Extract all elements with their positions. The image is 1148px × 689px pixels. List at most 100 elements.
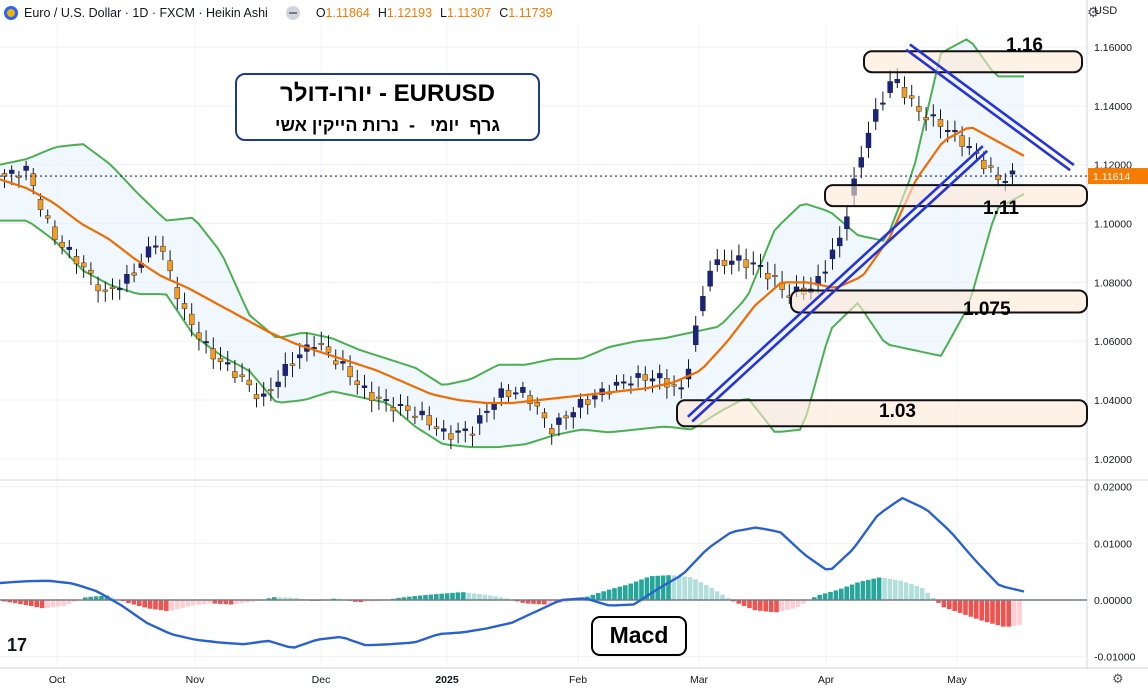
- candle: [901, 76, 908, 105]
- macd-histogram-bar: [250, 600, 255, 602]
- candle-body: [1002, 181, 1008, 183]
- candle: [880, 91, 886, 111]
- macd-histogram-bar: [293, 597, 299, 600]
- candle-body: [102, 289, 109, 292]
- candle: [671, 375, 677, 396]
- macd-histogram-bar: [520, 600, 525, 603]
- candle: [239, 363, 245, 383]
- candle: [275, 370, 281, 399]
- candle: [873, 98, 879, 131]
- candle: [772, 263, 778, 287]
- tradingview-logo[interactable]: 17: [7, 635, 28, 655]
- macd-histogram-bar: [110, 597, 115, 600]
- macd-histogram-bar: [687, 577, 693, 600]
- macd-histogram-bar: [752, 600, 758, 611]
- candle-body: [988, 165, 994, 168]
- collapse-legend-icon[interactable]: [285, 6, 300, 20]
- candle-body: [232, 371, 238, 378]
- candle: [484, 404, 490, 423]
- candle-body: [736, 255, 742, 261]
- candle: [318, 331, 324, 351]
- candle-body: [966, 146, 972, 149]
- macd-histogram-bar: [606, 589, 612, 600]
- candle: [181, 292, 188, 321]
- candle-body: [858, 157, 864, 168]
- candle: [52, 220, 58, 246]
- ohlc-high: H1.12193: [377, 6, 433, 20]
- macd-histogram-bar: [704, 585, 709, 600]
- candle-body: [952, 130, 958, 133]
- candle-body: [829, 249, 836, 260]
- candle-body: [66, 246, 73, 250]
- macd-histogram-bar: [450, 592, 455, 600]
- settings-gear-icon[interactable]: ⚙: [1087, 4, 1100, 20]
- macd-histogram-bar: [617, 586, 623, 600]
- macd-histogram-bar: [628, 583, 633, 600]
- bollinger-basis-line: [0, 126, 1025, 405]
- candle: [477, 408, 483, 435]
- macd-histogram-bar: [860, 581, 866, 600]
- candle: [930, 104, 936, 127]
- macd-label: Macd: [591, 616, 687, 656]
- macd-histogram-bar: [623, 585, 628, 600]
- macd-histogram-bar: [531, 600, 536, 604]
- macd-histogram-bar: [131, 600, 137, 605]
- macd-histogram-bar: [218, 600, 223, 604]
- candle: [59, 235, 65, 255]
- candle-body: [419, 410, 425, 416]
- macd-histogram-bar: [525, 600, 531, 604]
- candle-body: [707, 270, 713, 287]
- candle-body: [700, 296, 706, 312]
- chart-title: EURUSD - יורו-דולר: [280, 80, 495, 107]
- candle-body: [484, 410, 490, 413]
- candle: [707, 260, 713, 292]
- candle-body: [642, 374, 648, 381]
- chart-settings-icon[interactable]: ⚙: [1112, 672, 1124, 687]
- candle: [520, 381, 526, 398]
- candle-body: [570, 412, 576, 418]
- candle-body: [714, 259, 720, 265]
- candle-body: [527, 395, 533, 404]
- candle: [124, 265, 130, 293]
- macd-histogram-bar: [644, 577, 650, 600]
- macd-histogram-bar: [714, 591, 720, 600]
- macd-histogram-bar: [282, 597, 288, 600]
- candle-body: [246, 379, 253, 386]
- candle-body: [887, 81, 893, 93]
- symbol-flag-icon[interactable]: [4, 6, 18, 20]
- macd-histogram-bar: [790, 600, 795, 609]
- candle-body: [455, 430, 461, 433]
- chart-title-box: EURUSD - יורו-דולר גרף יומי - נרות הייקי…: [235, 73, 540, 141]
- candle: [88, 262, 94, 285]
- candle: [196, 321, 202, 351]
- candle-body: [599, 388, 605, 395]
- candle: [145, 236, 152, 263]
- macd-histogram-bar: [833, 590, 839, 600]
- candle: [505, 384, 512, 404]
- currency-label[interactable]: USD: [1094, 5, 1118, 17]
- candle-body: [347, 366, 353, 378]
- candle-body: [923, 117, 929, 121]
- macd-histogram-bar: [428, 594, 434, 600]
- candle: [102, 281, 109, 302]
- macd-histogram-bar: [477, 593, 482, 600]
- macd-axis-tick: 0.01000: [1094, 538, 1132, 550]
- candle-body: [477, 415, 483, 424]
- candle-body: [23, 165, 29, 171]
- time-axis-tick: Mar: [690, 674, 709, 686]
- macd-histogram-bar: [963, 600, 968, 615]
- macd-histogram-bar: [277, 597, 282, 600]
- candle-body: [765, 273, 771, 280]
- candle-body: [412, 415, 418, 418]
- ohlc-open: O1.11864: [315, 6, 370, 20]
- candle-body: [469, 433, 476, 436]
- candle: [556, 412, 562, 437]
- candle: [858, 145, 864, 179]
- candle-body: [203, 341, 209, 344]
- candle: [232, 359, 238, 383]
- symbol-description[interactable]: Euro / U.S. Dollar · 1D · FXCM · Heikin …: [24, 6, 268, 20]
- candle: [693, 315, 699, 352]
- macd-histogram-bar: [779, 600, 785, 612]
- macd-histogram-bar: [763, 600, 768, 612]
